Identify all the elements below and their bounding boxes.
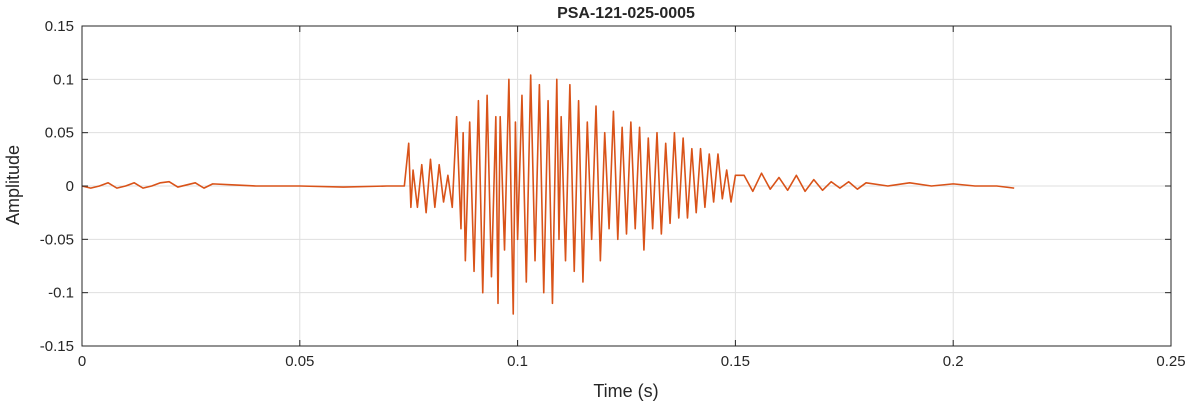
y-tick-label: 0: [66, 178, 74, 195]
y-tick-label: 0.1: [53, 71, 74, 88]
x-tick-label: 0.2: [943, 353, 964, 370]
y-tick-label: 0.15: [45, 18, 74, 35]
y-tick-label: -0.15: [40, 338, 74, 355]
y-axis-label: Amplitude: [3, 145, 23, 225]
x-tick-label: 0.05: [285, 353, 314, 370]
series-line-1: [81, 74, 1015, 315]
x-tick-label: 0: [78, 353, 86, 370]
x-tick-label: 0.15: [721, 353, 750, 370]
axis-ticks: 0 0.05 0.1 0.15 0.2 0.25 -0.15 -0.1 -0.05 0 0.05 0.…: [40, 18, 1186, 370]
series-group: [81, 74, 1015, 315]
x-tick-label: 0.25: [1156, 353, 1185, 370]
y-tick-label: 0.05: [45, 125, 74, 142]
y-tick-label: -0.05: [40, 231, 74, 248]
x-axis-label: Time (s): [593, 381, 658, 401]
chart-title: PSA-121-025-0005: [557, 5, 695, 22]
y-tick-label: -0.1: [48, 285, 74, 302]
x-tick-label: 0.1: [507, 353, 528, 370]
